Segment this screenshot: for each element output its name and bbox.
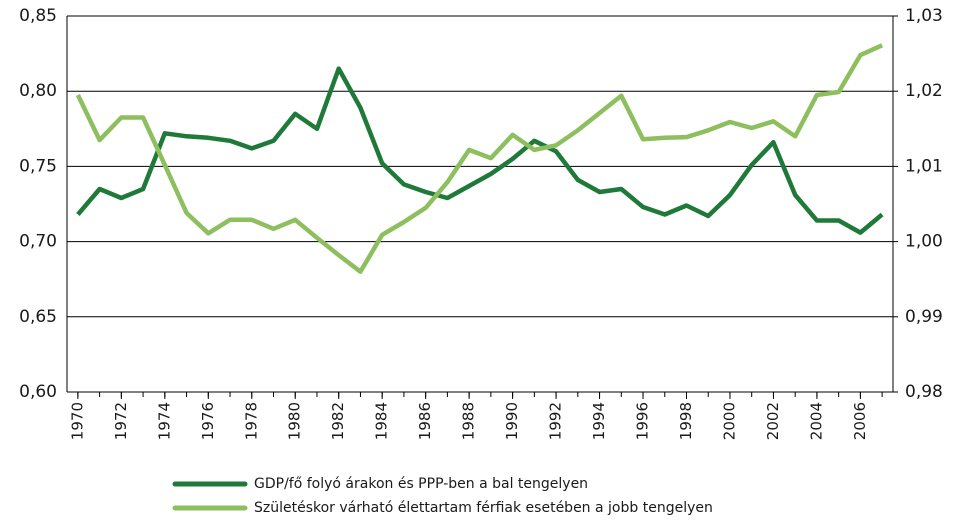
x-tick-label: 1972 <box>112 402 130 440</box>
y2-tick-label: 0,99 <box>905 307 943 327</box>
x-tick-label: 1984 <box>373 402 391 440</box>
x-tick-label: 1986 <box>416 402 434 440</box>
x-tick-label: 1982 <box>329 402 347 440</box>
y-tick-label: 0,75 <box>19 156 57 176</box>
x-tick-label: 1988 <box>460 402 478 440</box>
y-tick-label: 0,65 <box>19 307 57 327</box>
y-tick-label: 0,70 <box>19 232 57 252</box>
x-tick-label: 1996 <box>634 402 652 440</box>
y-tick-label: 0,60 <box>19 382 57 402</box>
x-tick-label: 1992 <box>547 402 565 440</box>
x-tick-label: 1974 <box>155 402 173 440</box>
x-tick-label: 1976 <box>199 402 217 440</box>
legend-label: GDP/fő folyó árakon és PPP-ben a bal ten… <box>254 476 588 492</box>
y2-tick-label: 1,02 <box>905 81 943 101</box>
legend-label: Születéskor várható élettartam férfiak e… <box>254 500 713 516</box>
y2-tick-label: 1,03 <box>905 6 943 26</box>
x-tick-label: 1998 <box>677 402 695 440</box>
x-tick-label: 2002 <box>764 402 782 440</box>
x-tick-label: 1980 <box>286 402 304 440</box>
y2-tick-label: 1,00 <box>905 232 943 252</box>
series-line <box>75 43 884 274</box>
x-tick-label: 1994 <box>590 402 608 440</box>
x-tick-label: 1970 <box>68 402 86 440</box>
y2-tick-label: 0,98 <box>905 382 943 402</box>
x-tick-label: 2006 <box>851 402 869 440</box>
y-tick-label: 0,85 <box>19 6 57 26</box>
y2-tick-label: 1,01 <box>905 156 943 176</box>
x-tick-label: 2004 <box>807 402 825 440</box>
x-tick-label: 2000 <box>720 402 738 440</box>
x-tick-label: 1978 <box>242 402 260 440</box>
x-tick-label: 1990 <box>503 402 521 440</box>
y-tick-label: 0,80 <box>19 81 57 101</box>
series-line <box>76 66 884 235</box>
